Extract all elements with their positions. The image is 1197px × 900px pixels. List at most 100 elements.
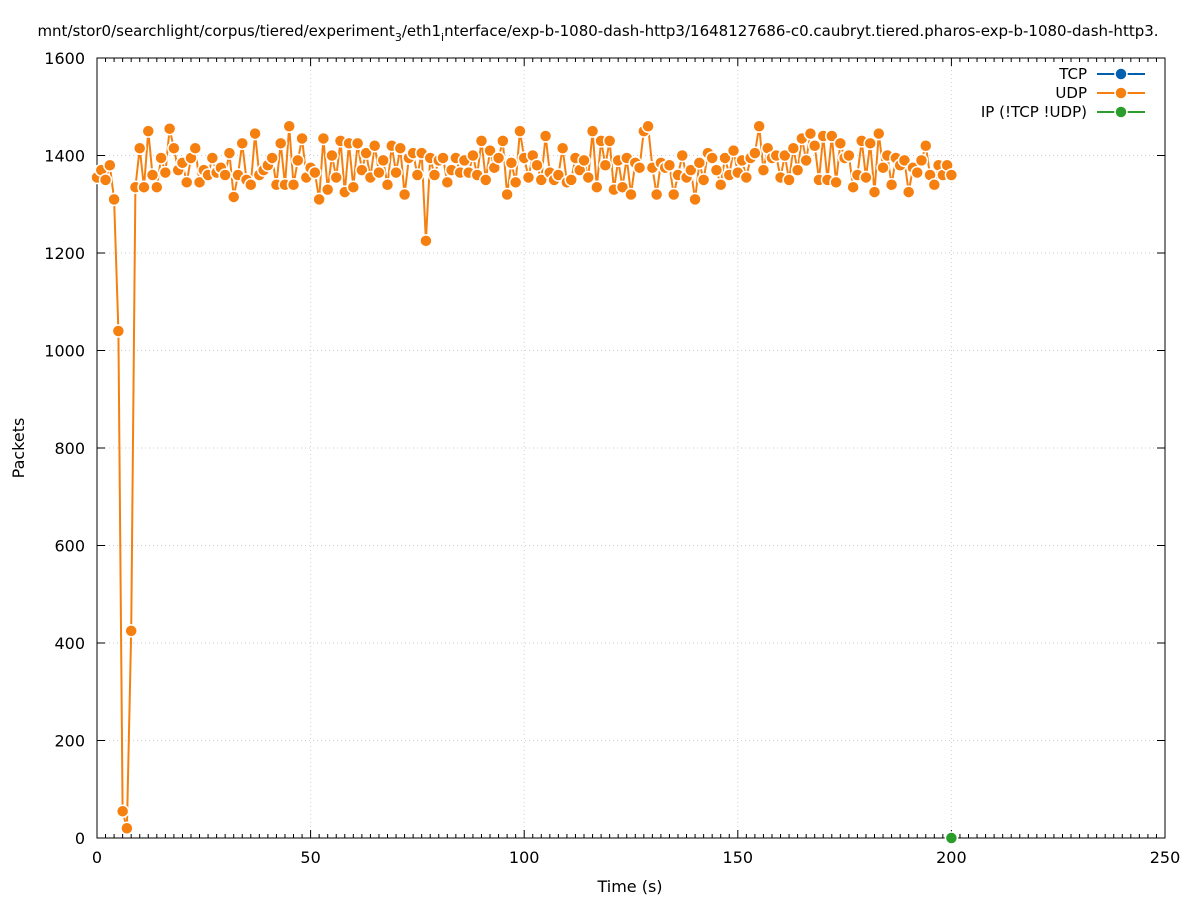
data-point — [137, 180, 151, 194]
chart-title: mnt/stor0/searchlight/corpus/tiered/expe… — [37, 22, 1158, 44]
data-point — [919, 139, 933, 153]
data-point — [265, 151, 279, 165]
data-point — [316, 131, 331, 146]
data-point — [530, 158, 544, 172]
data-point — [504, 156, 519, 170]
data-point — [914, 153, 929, 168]
data-point — [752, 119, 766, 133]
data-point — [397, 187, 412, 202]
legend-marker — [1114, 86, 1128, 100]
data-point — [376, 153, 390, 168]
data-point — [709, 163, 724, 177]
x-tick-label: 100 — [509, 848, 540, 867]
legend-entry: TCP — [1058, 65, 1145, 83]
data-point — [419, 234, 433, 248]
data-point — [590, 180, 604, 194]
data-point — [897, 153, 912, 168]
legend-marker — [1114, 67, 1128, 81]
data-point — [684, 163, 698, 177]
data-point — [103, 158, 117, 172]
data-point — [713, 178, 728, 192]
data-point — [500, 187, 514, 202]
data-point — [158, 165, 173, 180]
data-point — [705, 151, 719, 165]
data-point — [162, 121, 177, 136]
data-point — [513, 124, 527, 138]
data-point — [675, 148, 690, 163]
y-tick-label: 1000 — [44, 342, 85, 361]
data-point — [688, 192, 702, 207]
data-point — [226, 190, 241, 204]
data-point — [790, 163, 805, 177]
data-point — [615, 180, 630, 194]
data-point — [598, 158, 613, 172]
data-point — [329, 170, 343, 185]
data-point — [718, 151, 732, 165]
data-point — [632, 160, 647, 175]
series-1 — [90, 119, 959, 835]
data-point — [273, 136, 288, 151]
data-point — [150, 180, 164, 194]
data-point — [496, 134, 510, 148]
data-point — [218, 168, 232, 182]
data-point — [534, 173, 549, 187]
data-point — [98, 173, 113, 187]
data-point — [782, 173, 796, 187]
data-point — [944, 831, 959, 845]
x-tick-label: 150 — [723, 848, 754, 867]
series-layer — [90, 119, 959, 845]
y-tick-label: 800 — [54, 439, 85, 458]
data-point — [141, 124, 156, 138]
y-tick-label: 200 — [54, 732, 85, 751]
data-point — [436, 151, 450, 165]
data-point — [748, 146, 762, 160]
data-point — [372, 165, 386, 180]
x-axis-label: Time (s) — [596, 877, 662, 896]
data-point — [145, 168, 160, 182]
data-point — [350, 136, 365, 151]
data-point — [244, 178, 258, 192]
legend-entry: UDP — [1055, 84, 1145, 102]
legend-label: IP (!TCP !UDP) — [981, 103, 1087, 121]
data-point — [359, 146, 373, 160]
data-point — [107, 192, 121, 207]
y-tick-label: 0 — [75, 829, 85, 848]
data-point — [649, 187, 664, 202]
data-point — [167, 141, 181, 155]
x-tick-label: 200 — [936, 848, 967, 867]
data-point — [666, 187, 681, 202]
data-point — [624, 187, 638, 202]
data-point — [846, 180, 860, 194]
data-point — [111, 324, 126, 338]
tick-labels: 0 50 100 150 200 250 0 200 400 600 800 1000 1200 1400… — [44, 49, 1180, 867]
data-point — [427, 168, 442, 182]
data-point — [320, 182, 335, 197]
data-point — [585, 124, 600, 138]
data-point — [325, 148, 339, 163]
data-point — [124, 624, 138, 638]
y-tick-label: 1200 — [44, 244, 85, 263]
data-point — [389, 165, 403, 180]
data-point — [291, 153, 305, 168]
data-point — [120, 821, 134, 835]
chart-title-part-3: nterface/exp-b-1080-dash-http3/164812768… — [444, 22, 1158, 40]
y-tick-label: 1400 — [44, 147, 85, 166]
data-point — [115, 804, 130, 818]
data-point — [829, 175, 843, 190]
data-point — [696, 173, 711, 187]
data-point — [726, 143, 741, 158]
series-2 — [944, 831, 959, 845]
data-point — [739, 170, 754, 185]
data-point — [863, 136, 877, 151]
data-point — [872, 126, 886, 141]
data-point — [188, 141, 203, 155]
data-point — [538, 129, 553, 143]
data-point — [491, 151, 506, 165]
data-point — [901, 185, 916, 199]
data-point — [308, 165, 322, 180]
data-point — [692, 156, 707, 170]
data-point — [662, 158, 677, 172]
data-point — [756, 163, 771, 177]
